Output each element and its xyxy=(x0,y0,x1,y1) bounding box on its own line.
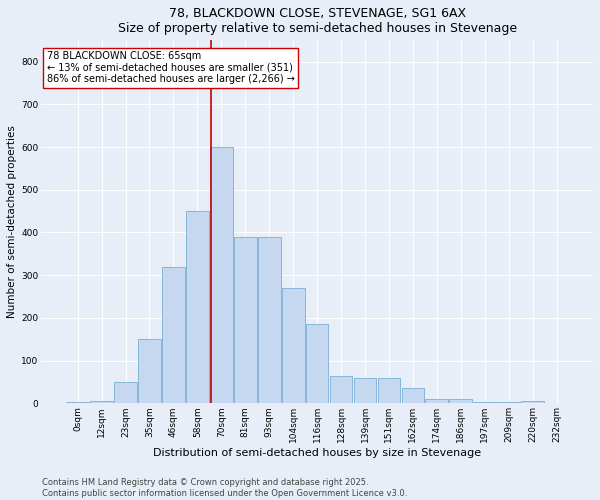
Title: 78, BLACKDOWN CLOSE, STEVENAGE, SG1 6AX
Size of property relative to semi-detach: 78, BLACKDOWN CLOSE, STEVENAGE, SG1 6AX … xyxy=(118,7,517,35)
Bar xyxy=(234,237,257,404)
Bar xyxy=(138,340,161,404)
Bar xyxy=(497,402,520,404)
X-axis label: Distribution of semi-detached houses by size in Stevenage: Distribution of semi-detached houses by … xyxy=(153,448,481,458)
Bar xyxy=(353,378,376,404)
Bar xyxy=(473,402,496,404)
Bar xyxy=(90,401,113,404)
Bar xyxy=(162,266,185,404)
Bar xyxy=(425,399,448,404)
Y-axis label: Number of semi-detached properties: Number of semi-detached properties xyxy=(7,126,17,318)
Text: Contains HM Land Registry data © Crown copyright and database right 2025.
Contai: Contains HM Land Registry data © Crown c… xyxy=(42,478,407,498)
Bar xyxy=(210,147,233,404)
Bar xyxy=(186,211,209,404)
Bar xyxy=(282,288,305,404)
Bar xyxy=(66,402,89,404)
Bar xyxy=(114,382,137,404)
Text: 78 BLACKDOWN CLOSE: 65sqm
← 13% of semi-detached houses are smaller (351)
86% of: 78 BLACKDOWN CLOSE: 65sqm ← 13% of semi-… xyxy=(47,51,295,84)
Bar xyxy=(377,378,400,404)
Bar xyxy=(521,401,544,404)
Bar xyxy=(258,237,281,404)
Bar xyxy=(329,376,352,404)
Bar xyxy=(449,399,472,404)
Bar xyxy=(401,388,424,404)
Bar xyxy=(306,324,328,404)
